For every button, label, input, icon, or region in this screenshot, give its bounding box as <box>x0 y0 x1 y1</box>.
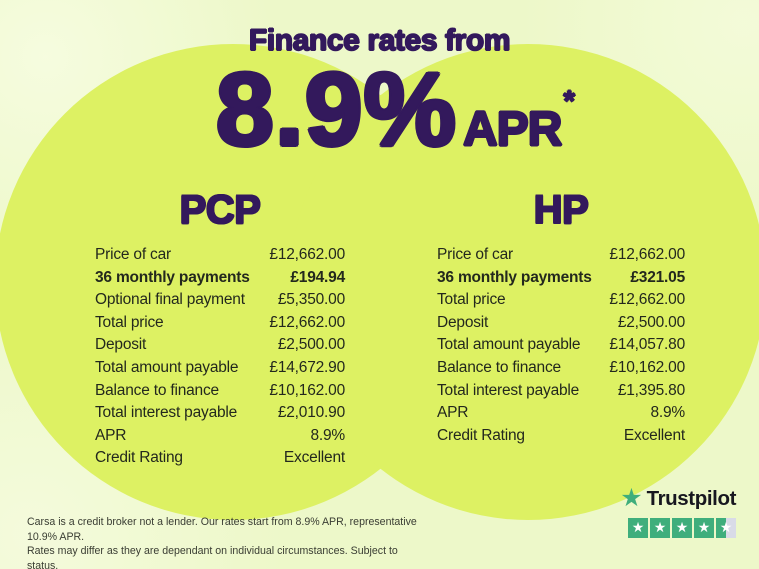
row-label: Price of car <box>437 246 513 263</box>
table-row: 36 monthly payments £194.94 <box>95 267 345 290</box>
banner-title: Finance rates from <box>248 24 511 57</box>
headline-rate-group: 8.9% APR * <box>0 58 759 162</box>
trustpilot-star-box: ★ <box>716 518 736 538</box>
star-glyph-icon: ★ <box>675 520 689 536</box>
table-row: 36 monthly payments £321.05 <box>437 267 685 290</box>
row-label: Credit Rating <box>437 426 525 444</box>
star-glyph-icon: ★ <box>631 520 645 536</box>
trustpilot-star-icon: ★ <box>620 483 643 512</box>
hp-table: HP Price of car £12,662.00 36 monthly paym… <box>437 190 685 447</box>
rate-footnote-asterisk: * <box>563 85 576 118</box>
row-label: APR <box>437 404 469 422</box>
table-row: Price of car £12,662.00 <box>95 244 345 267</box>
row-value: £14,057.80 <box>609 336 685 354</box>
row-value: £12,662.00 <box>609 246 685 263</box>
row-label: Total interest payable <box>95 404 238 422</box>
table-row: Total amount payable £14,057.80 <box>437 334 685 357</box>
row-label: 36 monthly payments <box>437 268 592 286</box>
row-value: £194.94 <box>290 268 345 286</box>
table-row: APR 8.9% <box>437 402 685 425</box>
row-value: Excellent <box>283 449 345 467</box>
rate-unit-label: APR <box>463 103 562 156</box>
disclaimer-text: Carsa is a credit broker not a lender. O… <box>27 515 417 569</box>
table-row: Total interest payable £2,010.90 <box>95 402 345 425</box>
row-label: Credit Rating <box>95 449 183 467</box>
trustpilot-star-box: ★ <box>672 518 692 538</box>
row-label: Total price <box>437 291 506 309</box>
row-value: £2,010.90 <box>277 404 345 422</box>
table-row: Balance to finance £10,162.00 <box>437 357 685 380</box>
row-label: Balance to finance <box>95 381 219 399</box>
hp-table-heading: HP <box>533 188 589 232</box>
row-value: £12,662.00 <box>269 313 345 331</box>
row-label: Total amount payable <box>437 336 581 354</box>
trustpilot-star-box: ★ <box>650 518 670 538</box>
row-value: £12,662.00 <box>269 246 345 263</box>
row-value: £2,500.00 <box>277 336 345 354</box>
trustpilot-star-box: ★ <box>694 518 714 538</box>
row-label: Total amount payable <box>95 358 239 376</box>
star-glyph-icon: ★ <box>653 520 667 536</box>
background-circle-right <box>290 44 759 520</box>
pcp-table-rows: Price of car £12,662.00 36 monthly payment… <box>95 244 345 470</box>
row-value: £12,662.00 <box>609 291 685 309</box>
star-glyph-icon: ★ <box>719 520 733 536</box>
table-row: Optional final payment £5,350.00 <box>95 289 345 312</box>
row-value: 8.9% <box>310 426 345 444</box>
table-row: Deposit £2,500.00 <box>437 312 685 335</box>
row-label: Optional final payment <box>95 291 245 309</box>
row-value: £14,672.90 <box>269 358 345 376</box>
star-glyph-icon: ★ <box>697 520 711 536</box>
row-label: Deposit <box>95 336 147 354</box>
table-row: Total price £12,662.00 <box>437 289 685 312</box>
row-label: Total interest payable <box>437 381 580 399</box>
row-value: £5,350.00 <box>277 291 345 309</box>
row-label: Balance to finance <box>437 358 561 376</box>
row-value: £2,500.00 <box>617 313 685 331</box>
row-label: Price of car <box>95 246 171 263</box>
row-value: £321.05 <box>630 268 685 286</box>
hp-table-rows: Price of car £12,662.00 36 monthly payment… <box>437 244 685 447</box>
trustpilot-star-box: ★ <box>628 518 648 538</box>
row-label: APR <box>95 426 127 444</box>
table-row: Total amount payable £14,672.90 <box>95 357 345 380</box>
table-row: Credit Rating Excellent <box>95 447 345 470</box>
disclaimer-line-2: Rates may differ as they are dependant o… <box>27 545 398 569</box>
table-row: APR 8.9% <box>95 425 345 448</box>
table-row: Deposit £2,500.00 <box>95 334 345 357</box>
row-label: Total price <box>95 313 164 331</box>
trustpilot-wordmark: Trustpilot <box>646 486 737 510</box>
table-row: Credit Rating Excellent <box>437 425 685 448</box>
row-value: 8.9% <box>650 404 685 422</box>
rate-value: 8.9% <box>215 52 457 168</box>
trustpilot-widget: ★ Trustpilot ★ ★ ★ ★ ★ <box>620 483 737 538</box>
disclaimer-line-1: Carsa is a credit broker not a lender. O… <box>27 516 417 543</box>
pcp-table-heading: PCP <box>179 188 261 232</box>
table-row: Total price £12,662.00 <box>95 312 345 335</box>
row-label: Deposit <box>437 313 489 331</box>
row-value: Excellent <box>623 426 685 444</box>
row-value: £1,395.80 <box>617 381 685 399</box>
trustpilot-rating-stars: ★ ★ ★ ★ ★ <box>628 518 736 538</box>
table-row: Balance to finance £10,162.00 <box>95 380 345 403</box>
table-row: Price of car £12,662.00 <box>437 244 685 267</box>
pcp-table: PCP Price of car £12,662.00 36 monthly pay… <box>95 190 345 470</box>
row-value: £10,162.00 <box>609 358 685 376</box>
row-label: 36 monthly payments <box>95 268 250 286</box>
row-value: £10,162.00 <box>269 381 345 399</box>
table-row: Total interest payable £1,395.80 <box>437 380 685 403</box>
trustpilot-logo: ★ Trustpilot <box>620 483 737 512</box>
